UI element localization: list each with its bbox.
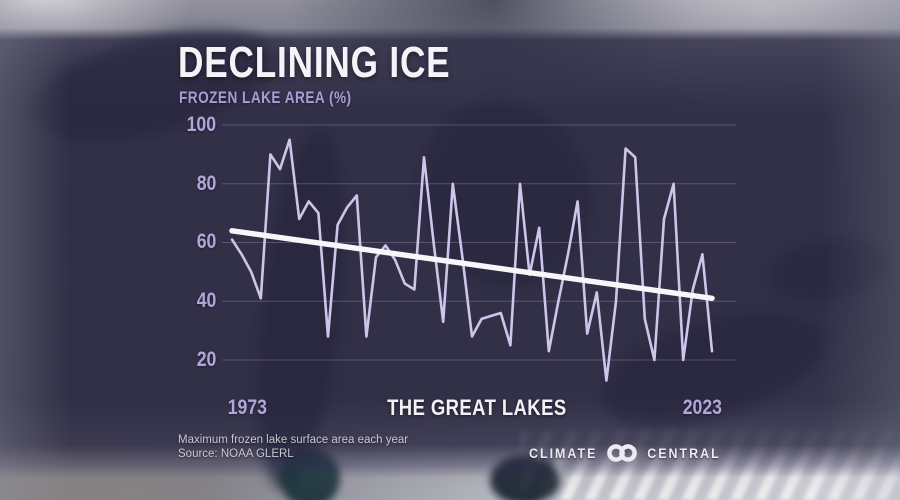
region-label: THE GREAT LAKES <box>387 395 567 420</box>
ytick-60: 60 <box>196 230 216 253</box>
source-note-line2: Source: NOAA GLERL <box>178 447 294 460</box>
page-subtitle: FROZEN LAKE AREA (%) <box>179 88 352 107</box>
xtick-2023: 2023 <box>682 396 722 419</box>
ytick-100: 100 <box>186 113 216 136</box>
page-title: DECLINING ICE <box>178 38 451 87</box>
source-note-line1: Maximum frozen lake surface area each ye… <box>178 434 409 446</box>
ice-cover-data-line <box>230 138 714 382</box>
ytick-20: 20 <box>196 348 216 371</box>
ytick-80: 80 <box>196 172 216 195</box>
brand-word-climate: CLIMATE <box>528 445 598 461</box>
xtick-1973: 1973 <box>227 396 267 419</box>
climate-central-logo: CLIMATE CENTRAL <box>529 442 724 464</box>
rings-icon <box>604 443 640 463</box>
brand-word-central: CENTRAL <box>647 445 721 461</box>
source-note: Maximum frozen lake surface area each ye… <box>178 434 408 461</box>
ytick-40: 40 <box>196 289 216 312</box>
declining-trend-line <box>229 228 715 302</box>
